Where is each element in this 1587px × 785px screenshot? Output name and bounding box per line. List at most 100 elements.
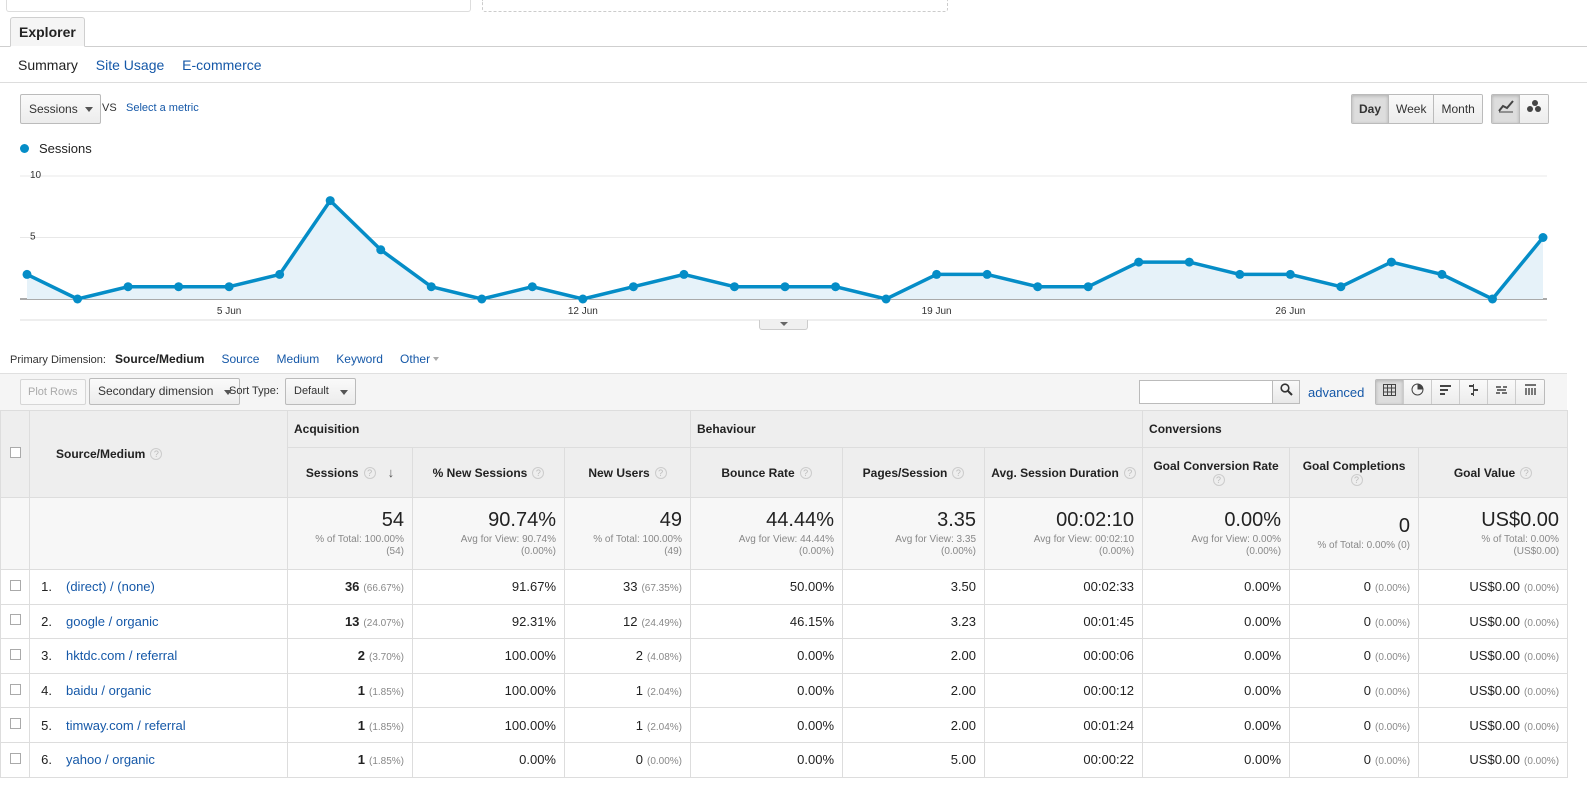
duration-value: 00:00:12 <box>1083 683 1135 699</box>
pie-view-icon[interactable] <box>1404 380 1432 404</box>
total-detail: Avg for View: 3.35 <box>895 534 977 545</box>
x-tick-label: 19 Jun <box>922 306 952 317</box>
data-point <box>1235 269 1245 279</box>
total-detail-secondary: (0.00%) <box>520 546 556 557</box>
pivot-view-icon[interactable] <box>1516 380 1544 404</box>
line-chart-icon[interactable] <box>1492 95 1520 123</box>
cell-goal-value: US$0.00 (0.00%) <box>1418 569 1569 605</box>
cell-new-users: 1 (2.04%) <box>563 707 692 743</box>
term-cloud-icon[interactable] <box>1488 380 1516 404</box>
column-header-goal-value[interactable]: Goal Value? <box>1418 447 1569 498</box>
vs-label: VS <box>102 102 117 114</box>
metric-select[interactable]: Sessions <box>20 94 101 124</box>
secondary-dimension-select[interactable]: Secondary dimension <box>89 378 241 405</box>
row-checkbox[interactable] <box>9 614 21 626</box>
column-header-sessions[interactable]: Sessions? ↓ <box>287 447 413 498</box>
column-header-bounce-rate[interactable]: Bounce Rate? <box>690 447 844 498</box>
performance-view-icon[interactable] <box>1432 380 1460 404</box>
goal-value-percent: (0.00%) <box>1524 687 1560 699</box>
help-icon[interactable]: ? <box>654 466 667 479</box>
granularity-day-button[interactable]: Day <box>1352 95 1390 123</box>
goal-value-percent: (0.00%) <box>1524 652 1560 664</box>
column-header-goal-completions[interactable]: Goal Completions? <box>1289 447 1420 498</box>
column-header-avg-session-duration[interactable]: Avg. Session Duration? <box>984 447 1144 498</box>
sort-descending-icon[interactable]: ↓ <box>387 465 395 480</box>
help-icon[interactable]: ? <box>799 466 812 479</box>
select-all-checkbox[interactable] <box>9 447 21 458</box>
cell-bounce-rate: 0.00% <box>690 672 844 709</box>
row-checkbox[interactable] <box>9 683 21 695</box>
completions-value: 0 <box>1363 613 1372 629</box>
column-header-pages-session[interactable]: Pages/Session? <box>842 447 986 498</box>
comparison-view-icon[interactable] <box>1460 380 1488 404</box>
column-header-label: New Users <box>588 465 650 480</box>
group-behaviour: Behaviour <box>690 410 1144 448</box>
total-detail-secondary: (0.00%) <box>799 546 835 557</box>
help-icon[interactable]: ? <box>1520 466 1533 479</box>
table-search-input[interactable] <box>1139 380 1300 404</box>
source-medium-link[interactable]: baidu / organic <box>66 683 152 699</box>
conversion-rate-value: 0.00% <box>1244 683 1282 699</box>
data-point <box>73 294 83 304</box>
tab-explorer[interactable]: Explorer <box>10 17 85 47</box>
help-icon[interactable]: ? <box>150 448 163 460</box>
data-point <box>881 294 891 304</box>
source-medium-link[interactable]: hktdc.com / referral <box>66 648 178 664</box>
column-header-goal-conversion-rate[interactable]: Goal Conversion Rate? <box>1142 447 1291 498</box>
row-checkbox[interactable] <box>9 579 21 591</box>
dimension-option-other-label: Other <box>400 352 431 366</box>
new-users-percent: (4.08%) <box>647 652 683 664</box>
data-point <box>224 282 234 292</box>
data-point <box>831 282 841 292</box>
select-metric-link[interactable]: Select a metric <box>126 102 199 114</box>
chevron-down-icon <box>339 390 348 395</box>
help-icon[interactable]: ? <box>363 467 376 479</box>
subtab-site-usage[interactable]: Site Usage <box>95 57 165 73</box>
source-medium-link[interactable]: google / organic <box>66 613 159 629</box>
chart-collapse-toggle[interactable] <box>759 320 808 330</box>
pages-session-value: 2.00 <box>950 717 977 733</box>
granularity-month-button[interactable]: Month <box>1434 95 1482 123</box>
dimension-option-source[interactable]: Source <box>221 352 260 366</box>
sessions-chart[interactable]: 10 5 5 Jun 12 Jun 19 Jun 26 Jun <box>0 160 1587 330</box>
dimension-option-medium[interactable]: Medium <box>276 352 320 366</box>
source-medium-link[interactable]: (direct) / (none) <box>66 579 155 595</box>
plot-rows-button[interactable]: Plot Rows <box>20 379 86 405</box>
subtab-ecommerce[interactable]: E-commerce <box>182 57 262 73</box>
search-icon[interactable] <box>1272 381 1299 403</box>
motion-chart-icon[interactable] <box>1520 95 1548 123</box>
cell-goal-completions: 0 (0.00%) <box>1289 707 1420 743</box>
source-medium-link[interactable]: yahoo / organic <box>66 752 155 768</box>
data-point <box>1033 282 1043 292</box>
new-users-percent: (24.49%) <box>641 617 683 629</box>
column-header-new-users[interactable]: New Users? <box>563 447 692 498</box>
data-point <box>932 269 942 279</box>
total-goal-completions: 0 % of Total: 0.00% (0) <box>1289 497 1420 570</box>
cell-avg-session-duration: 00:00:22 <box>984 741 1144 778</box>
help-icon[interactable]: ? <box>1350 473 1363 486</box>
dimension-header[interactable]: Source/Medium? <box>29 410 288 498</box>
granularity-week-button[interactable]: Week <box>1389 95 1435 123</box>
help-icon[interactable]: ? <box>1123 466 1136 479</box>
help-icon[interactable]: ? <box>532 466 545 479</box>
dimension-option-keyword[interactable]: Keyword <box>336 352 383 366</box>
table-view-icon[interactable] <box>1376 380 1404 404</box>
help-icon[interactable]: ? <box>1212 473 1225 486</box>
sort-type-select[interactable]: Default <box>285 378 356 405</box>
total-value: 00:02:10 <box>1056 509 1135 531</box>
column-header-label: Avg. Session Duration <box>991 465 1119 480</box>
new-sessions-value: 100.00% <box>504 648 556 664</box>
cell-goal-conversion-rate: 0.00% <box>1142 741 1291 778</box>
cell-goal-value: US$0.00 (0.00%) <box>1418 603 1569 640</box>
column-header-new-sessions[interactable]: % New Sessions? <box>412 447 565 498</box>
subtab-summary[interactable]: Summary <box>18 57 78 73</box>
column-header-label: % New Sessions <box>432 465 528 480</box>
row-checkbox[interactable] <box>9 752 21 764</box>
data-point <box>1437 269 1447 279</box>
help-icon[interactable]: ? <box>952 466 965 479</box>
source-medium-link[interactable]: timway.com / referral <box>66 717 186 733</box>
row-checkbox[interactable] <box>9 718 21 730</box>
advanced-filter-link[interactable]: advanced <box>1308 385 1365 400</box>
row-checkbox[interactable] <box>9 648 21 660</box>
dimension-option-other[interactable]: Other <box>400 352 440 366</box>
